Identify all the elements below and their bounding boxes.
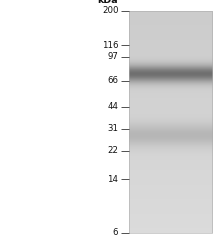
Text: 31: 31: [107, 124, 118, 133]
Text: kDa: kDa: [98, 0, 118, 5]
Text: 66: 66: [107, 77, 118, 85]
Text: 44: 44: [107, 102, 118, 111]
Text: 200: 200: [102, 6, 118, 15]
Text: 22: 22: [107, 146, 118, 155]
Text: 116: 116: [102, 41, 118, 50]
Text: 14: 14: [107, 175, 118, 184]
Text: 6: 6: [113, 228, 118, 237]
Text: 97: 97: [108, 52, 118, 61]
